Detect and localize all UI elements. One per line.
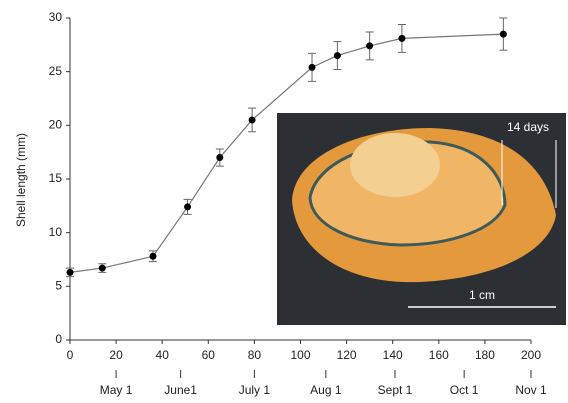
data-point [333, 52, 341, 60]
month-label: Nov 1 [515, 383, 547, 397]
data-point [184, 203, 192, 211]
month-label: June1 [164, 383, 197, 397]
month-label: July 1 [239, 383, 271, 397]
y-tick-label: 0 [55, 332, 62, 346]
inset-photo: 14 days 1 cm [277, 113, 566, 325]
scale-label: 1 cm [469, 288, 495, 302]
y-tick-label: 15 [49, 171, 63, 185]
data-point [308, 63, 316, 71]
data-point [149, 252, 157, 260]
x-tick-label: 40 [156, 348, 170, 362]
y-axis-label: Shell length (mm) [14, 133, 28, 227]
month-label: Oct 1 [450, 383, 479, 397]
month-label: Aug 1 [310, 383, 342, 397]
data-point [216, 154, 224, 162]
x-tick-label: 120 [337, 348, 357, 362]
y-tick-label: 10 [49, 225, 63, 239]
month-label: May 1 [100, 383, 133, 397]
x-tick-label: 140 [383, 348, 403, 362]
data-point [366, 42, 374, 50]
data-point [499, 30, 507, 38]
data-point [248, 116, 256, 124]
month-label: Sept 1 [378, 383, 413, 397]
y-tick-label: 25 [49, 64, 63, 78]
x-tick-label: 0 [67, 348, 74, 362]
x-tick-label: 100 [290, 348, 310, 362]
x-tick-label: 160 [429, 348, 449, 362]
x-tick-label: 60 [202, 348, 216, 362]
x-tick-label: 20 [109, 348, 123, 362]
data-point [98, 264, 106, 272]
y-tick-label: 30 [49, 10, 63, 24]
x-tick-label: 200 [521, 348, 541, 362]
growth-label: 14 days [507, 120, 549, 134]
umbo [350, 133, 440, 197]
data-point [398, 34, 406, 42]
y-tick-label: 5 [55, 279, 62, 293]
data-point [66, 268, 74, 276]
x-tick-label: 80 [248, 348, 262, 362]
y-tick-label: 20 [49, 118, 63, 132]
x-tick-label: 180 [475, 348, 495, 362]
